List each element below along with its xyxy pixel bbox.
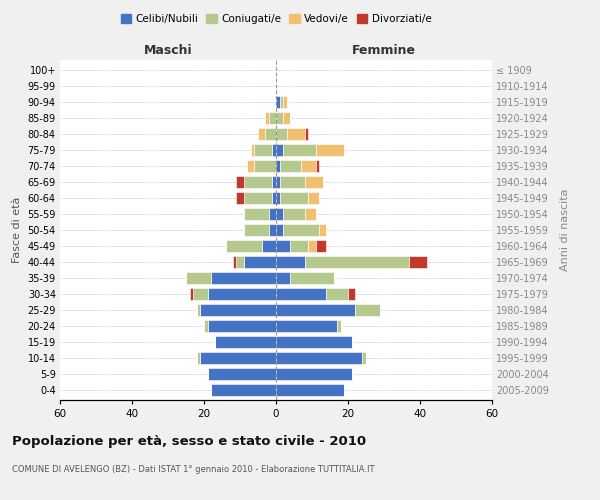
Bar (276, 256, 305, 268)
Bar (276, 320, 337, 332)
Bar (287, 128, 305, 140)
Bar (276, 352, 362, 364)
Bar (308, 192, 319, 204)
Bar (269, 112, 276, 124)
Bar (197, 352, 200, 364)
Bar (276, 336, 352, 348)
Bar (276, 176, 280, 188)
Y-axis label: Fasce di età: Fasce di età (12, 197, 22, 263)
Text: Popolazione per età, sesso e stato civile - 2010: Popolazione per età, sesso e stato civil… (12, 435, 366, 448)
Text: Femmine: Femmine (352, 44, 416, 57)
Bar (276, 112, 283, 124)
Bar (409, 256, 427, 268)
Bar (244, 256, 276, 268)
Bar (301, 160, 316, 172)
Bar (193, 288, 208, 300)
Bar (290, 272, 334, 284)
Bar (247, 160, 254, 172)
Bar (244, 224, 269, 236)
Bar (190, 288, 193, 300)
Bar (280, 160, 301, 172)
Bar (276, 208, 283, 220)
Bar (280, 96, 283, 108)
Bar (208, 320, 276, 332)
Bar (244, 176, 272, 188)
Bar (276, 304, 355, 316)
Bar (208, 368, 276, 380)
Bar (290, 240, 308, 252)
Bar (326, 288, 348, 300)
Legend: Celibi/Nubili, Coniugati/e, Vedovi/e, Divorziati/e: Celibi/Nubili, Coniugati/e, Vedovi/e, Di… (116, 10, 436, 29)
Bar (276, 224, 283, 236)
Bar (265, 128, 276, 140)
Bar (258, 128, 265, 140)
Bar (200, 352, 276, 364)
Bar (244, 192, 272, 204)
Bar (276, 368, 352, 380)
Bar (305, 176, 323, 188)
Bar (211, 272, 276, 284)
Bar (226, 240, 262, 252)
Bar (272, 192, 276, 204)
Bar (272, 144, 276, 156)
Text: Maschi: Maschi (143, 44, 193, 57)
Text: COMUNE DI AVELENGO (BZ) - Dati ISTAT 1° gennaio 2010 - Elaborazione TUTTITALIA.I: COMUNE DI AVELENGO (BZ) - Dati ISTAT 1° … (12, 465, 374, 474)
Bar (269, 224, 276, 236)
Bar (272, 176, 276, 188)
Bar (355, 304, 380, 316)
Bar (283, 96, 287, 108)
Bar (316, 144, 344, 156)
Bar (348, 288, 355, 300)
Bar (319, 224, 326, 236)
Bar (262, 240, 276, 252)
Bar (276, 240, 290, 252)
Bar (233, 256, 236, 268)
Bar (200, 304, 276, 316)
Bar (316, 160, 319, 172)
Bar (276, 288, 326, 300)
Bar (283, 112, 290, 124)
Bar (283, 224, 319, 236)
Bar (211, 384, 276, 396)
Bar (269, 208, 276, 220)
Bar (204, 320, 208, 332)
Bar (236, 192, 244, 204)
Bar (254, 160, 276, 172)
Bar (362, 352, 366, 364)
Bar (308, 240, 316, 252)
Bar (283, 208, 305, 220)
Bar (276, 144, 283, 156)
Bar (276, 384, 344, 396)
Bar (276, 160, 280, 172)
Bar (251, 144, 254, 156)
Bar (305, 256, 409, 268)
Bar (265, 112, 269, 124)
Bar (244, 208, 269, 220)
Bar (186, 272, 211, 284)
Bar (280, 192, 308, 204)
Bar (280, 176, 305, 188)
Bar (276, 272, 290, 284)
Bar (208, 288, 276, 300)
Bar (236, 256, 244, 268)
Bar (305, 128, 308, 140)
Bar (283, 144, 316, 156)
Bar (276, 96, 280, 108)
Bar (197, 304, 200, 316)
Bar (254, 144, 272, 156)
Bar (276, 192, 280, 204)
Bar (276, 128, 287, 140)
Bar (316, 240, 326, 252)
Y-axis label: Anni di nascita: Anni di nascita (560, 188, 570, 271)
Bar (215, 336, 276, 348)
Bar (305, 208, 316, 220)
Bar (236, 176, 244, 188)
Bar (337, 320, 341, 332)
